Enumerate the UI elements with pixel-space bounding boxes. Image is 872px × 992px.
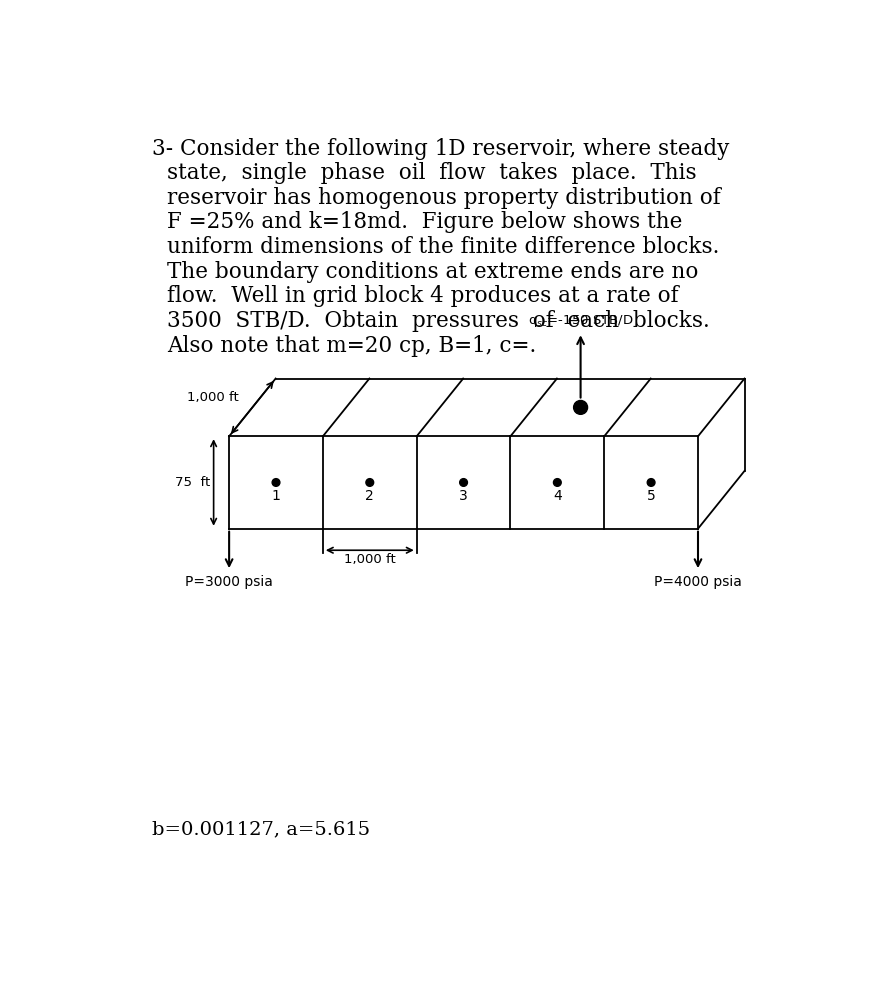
Text: 1,000 ft: 1,000 ft [187,391,238,404]
Circle shape [647,478,655,486]
Text: b=0.001127, a=5.615: b=0.001127, a=5.615 [152,820,370,838]
Text: P=4000 psia: P=4000 psia [654,575,742,589]
Text: uniform dimensions of the finite difference blocks.: uniform dimensions of the finite differe… [167,236,719,258]
Text: 3: 3 [460,489,468,503]
Circle shape [574,401,588,415]
Text: P=3000 psia: P=3000 psia [185,575,273,589]
Text: 1,000 ft: 1,000 ft [344,553,396,565]
Text: flow.  Well in grid block 4 produces at a rate of: flow. Well in grid block 4 produces at a… [167,286,678,308]
Text: 4: 4 [553,489,562,503]
Circle shape [460,478,467,486]
Text: 1: 1 [271,489,281,503]
Circle shape [272,478,280,486]
Text: reservoir has homogenous property distribution of: reservoir has homogenous property distri… [167,186,721,208]
Text: 2: 2 [365,489,374,503]
Text: 5: 5 [647,489,656,503]
Text: F =25% and k=18md.  Figure below shows the: F =25% and k=18md. Figure below shows th… [167,211,683,233]
Text: q$_{sc}$=-150 STB/D: q$_{sc}$=-150 STB/D [528,313,633,329]
Text: The boundary conditions at extreme ends are no: The boundary conditions at extreme ends … [167,261,698,283]
Text: 3500  STB/D.  Obtain  pressures  of  each  blocks.: 3500 STB/D. Obtain pressures of each blo… [167,310,710,332]
Text: state,  single  phase  oil  flow  takes  place.  This: state, single phase oil flow takes place… [167,162,697,185]
Text: 3- Consider the following 1D reservoir, where steady: 3- Consider the following 1D reservoir, … [152,138,729,160]
Circle shape [366,478,374,486]
Text: 75  ft: 75 ft [174,476,210,489]
Circle shape [554,478,562,486]
Text: Also note that m=20 cp, B=1, c=.: Also note that m=20 cp, B=1, c=. [167,334,536,357]
